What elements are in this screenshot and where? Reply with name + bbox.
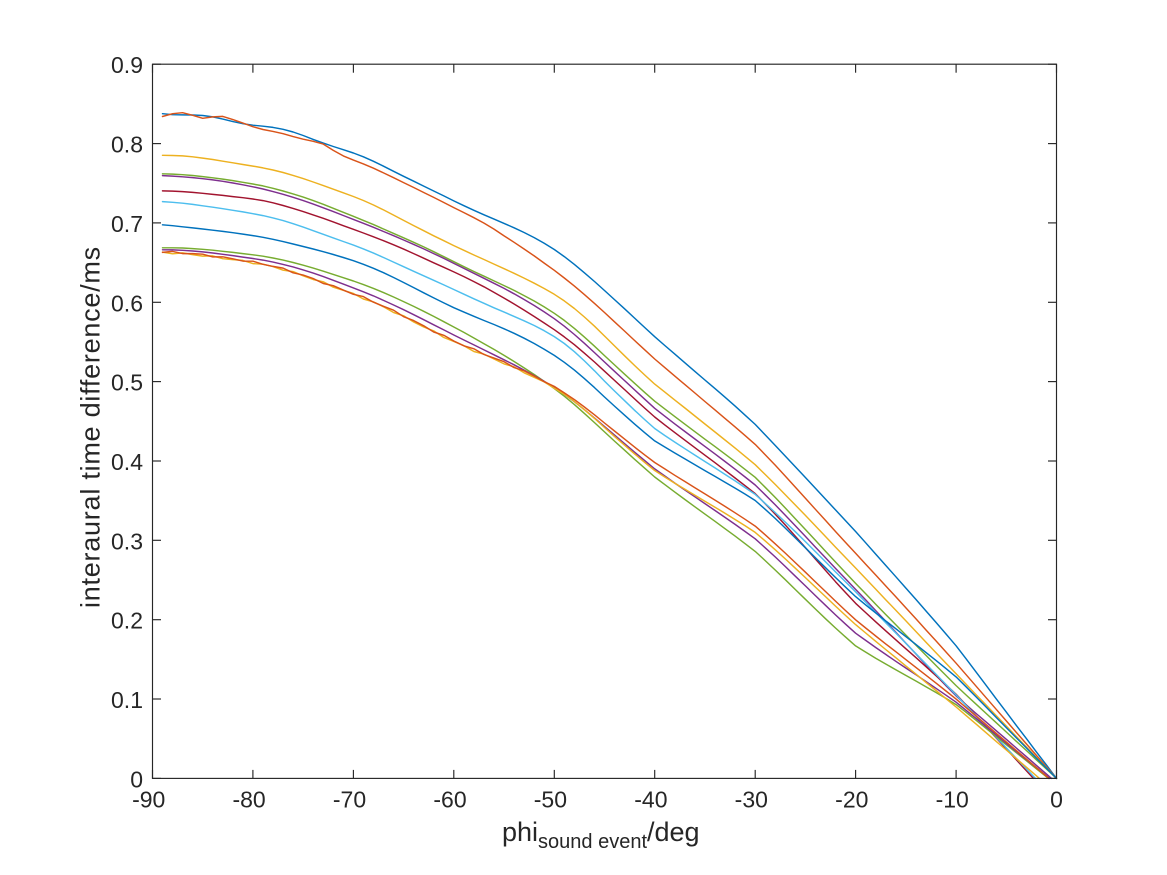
svg-text:-20: -20 bbox=[835, 787, 868, 813]
svg-text:0: 0 bbox=[1050, 787, 1063, 813]
svg-text:-70: -70 bbox=[333, 787, 366, 813]
svg-text:0.7: 0.7 bbox=[111, 211, 143, 237]
svg-text:-30: -30 bbox=[735, 787, 768, 813]
svg-text:-40: -40 bbox=[634, 787, 667, 813]
svg-text:0.5: 0.5 bbox=[111, 370, 143, 396]
svg-text:-50: -50 bbox=[534, 787, 567, 813]
svg-text:0.2: 0.2 bbox=[111, 608, 143, 634]
svg-text:0: 0 bbox=[130, 766, 143, 792]
svg-text:0.3: 0.3 bbox=[111, 528, 143, 554]
svg-text:-90: -90 bbox=[132, 787, 165, 813]
svg-text:-10: -10 bbox=[936, 787, 969, 813]
svg-text:-60: -60 bbox=[433, 787, 466, 813]
svg-text:interaural time difference/ms: interaural time difference/ms bbox=[76, 246, 106, 608]
svg-text:0.1: 0.1 bbox=[111, 687, 143, 713]
svg-text:0.8: 0.8 bbox=[111, 132, 143, 158]
svg-text:0.9: 0.9 bbox=[111, 52, 143, 78]
svg-text:0.4: 0.4 bbox=[111, 449, 143, 475]
svg-text:0.6: 0.6 bbox=[111, 290, 143, 316]
svg-text:-80: -80 bbox=[232, 787, 265, 813]
